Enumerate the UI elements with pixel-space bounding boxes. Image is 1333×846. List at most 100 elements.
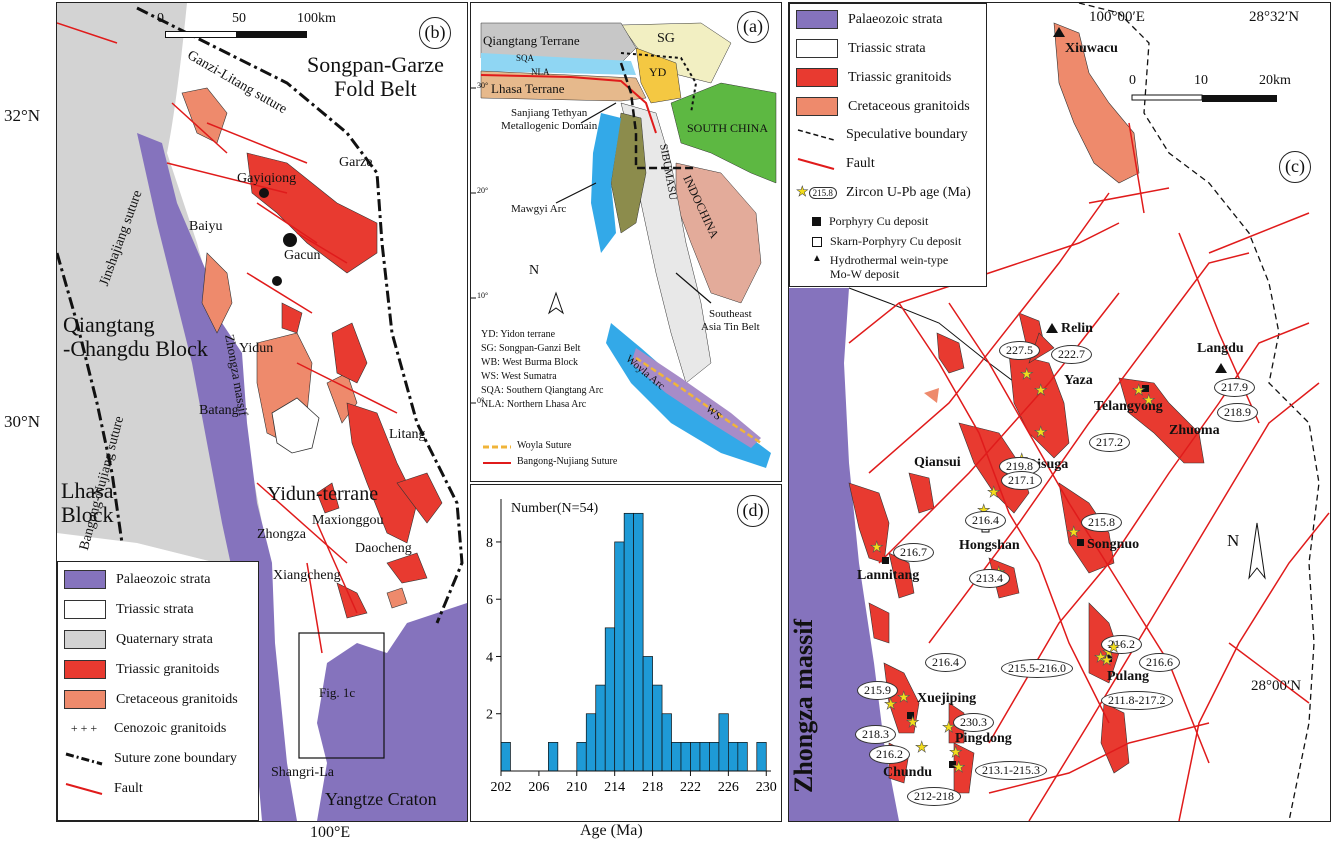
place-batang: Batang — [199, 403, 239, 418]
age-label: 218.9 — [1217, 403, 1258, 422]
c-legend-speculative: Speculative boundary — [796, 126, 968, 143]
age-label: 217.1 — [1001, 471, 1042, 490]
zircon-star-icon: ★ — [952, 760, 966, 777]
c-legend-triassic-granitoids: Triassic granitoids — [796, 68, 951, 87]
zircon-star-icon: ★ — [1020, 367, 1034, 384]
age-label: 216.4 — [965, 511, 1006, 530]
dep-xiuwacu: Xiuwacu — [1065, 41, 1118, 56]
zircon-star-icon: ★ — [1132, 383, 1146, 400]
y-tick-label: 2 — [486, 708, 493, 723]
legend-cretaceous-granitoids: Cretaceous granitoids — [64, 690, 238, 709]
c-legend-porphyry: Porphyry Cu deposit — [796, 214, 928, 229]
x-tick-label: 218 — [642, 780, 663, 795]
zircon-star-icon: ★ — [1107, 640, 1121, 657]
place-xiangcheng: Xiangcheng — [273, 568, 341, 583]
place-daocheng: Daocheng — [355, 541, 412, 556]
x-tick-label: 210 — [566, 780, 587, 795]
panel-a-map: (a) Qiangtang Terrane SQA NLA Lhasa Terr… — [470, 2, 782, 482]
histogram-bar — [728, 742, 739, 772]
callout-tin-belt: Southeast Asia Tin Belt — [701, 308, 760, 333]
terrane-nla: NLA — [531, 67, 550, 77]
panel-a-svg — [471, 22, 777, 468]
place-litang: Litang — [389, 427, 426, 442]
age-label: 215.9 — [857, 681, 898, 700]
panel-a-label: (a) — [737, 11, 769, 43]
y-tick-label: 8 — [486, 536, 493, 551]
dep-relin: Relin — [1061, 321, 1093, 336]
dep-hongshan: Hongshan — [959, 538, 1020, 553]
histogram-bar — [737, 742, 748, 772]
panel-c-north: N — [1227, 531, 1240, 550]
scale-tick-50: 50 — [232, 11, 246, 26]
histogram-bar — [595, 684, 606, 772]
age-label: 216.4 — [925, 653, 966, 672]
abbr-nla: NLA: Northern Lhasa Arc — [481, 399, 587, 410]
zircon-star-icon: ★ — [906, 715, 920, 732]
zircon-star-icon: ★ — [1142, 393, 1156, 410]
histogram-bar — [633, 512, 644, 772]
age-label: 212-218 — [907, 787, 961, 806]
lat-tick-20: 20° — [477, 186, 489, 195]
age-label: 215.8 — [1081, 513, 1122, 532]
dep-songnuo: Songnuo — [1087, 537, 1140, 552]
place-zhongza: Zhongza — [257, 527, 306, 542]
histogram-bar — [661, 713, 672, 772]
terrane-yd: YD — [649, 65, 667, 79]
c-legend-fault: Fault — [796, 155, 875, 172]
c-legend-skarn: Skarn-Porphyry Cu deposit — [796, 234, 961, 249]
lat-tick-10: 10° — [477, 291, 489, 300]
scale-tick-100: 100km — [297, 11, 336, 26]
place-yidun: Yidun — [239, 341, 274, 356]
terrane-qiangtang: Qiangtang Terrane — [483, 33, 580, 48]
histogram-xlabel: Age (Ma) — [580, 822, 643, 839]
zircon-star-icon: ★ — [870, 540, 884, 557]
place-shangrila: Shangri-La — [271, 765, 334, 780]
zircon-star-icon: ★ — [949, 745, 963, 762]
histogram-bar — [756, 742, 767, 772]
zircon-star-icon: ★ — [897, 690, 911, 707]
panel-c-label: (c) — [1279, 151, 1311, 183]
terrane-lhasa: Lhasa Terrane — [491, 81, 565, 96]
histogram-bar — [642, 656, 653, 772]
age-label: 216.6 — [1139, 653, 1180, 672]
place-garze: Garze — [339, 155, 373, 170]
abbr-wb: WB: West Burma Block — [481, 357, 579, 368]
x-tick-label: 214 — [604, 780, 625, 795]
c-legend-cretaceous-granitoids: Cretaceous granitoids — [796, 97, 970, 116]
c-scale-10: 10 — [1194, 73, 1208, 88]
histogram-bar — [585, 713, 597, 772]
c-scale-0: 0 — [1129, 73, 1136, 88]
abbr-sg: SG: Songpan-Ganzi Belt — [481, 343, 581, 354]
histogram-bar — [576, 742, 587, 772]
coord-top-lon: 100°00′E — [1089, 9, 1145, 25]
coord-top-lat: 28°32′N — [1249, 9, 1300, 25]
age-label: 213.4 — [969, 569, 1010, 588]
dep-qiansui: Qiansui — [914, 455, 961, 470]
dep-yaza: Yaza — [1064, 373, 1093, 388]
panel-d-histogram: 202 206 210 214 218 222 226 230 2 4 6 8 (d) Number(… — [470, 484, 782, 822]
region-songpan: Songpan-Garze Fold Belt — [307, 52, 444, 101]
age-label: 218.3 — [855, 725, 896, 744]
lat-tick-30: 30° — [477, 81, 489, 90]
abbr-ws: WS: West Sumatra — [481, 371, 557, 382]
panel-c-svg — [789, 3, 1330, 821]
dep-langdu: Langdu — [1197, 341, 1244, 356]
place-baiyu: Baiyu — [189, 219, 223, 234]
legend-triassic-strata: Triassic strata — [64, 600, 194, 619]
scale-bar-black — [237, 31, 307, 38]
zircon-star-icon: ★ — [1034, 383, 1048, 400]
histogram-bar — [548, 742, 559, 772]
callout-mawgyi: Mawgyi Arc — [511, 203, 567, 215]
panel-c-legend: Palaeozoic strata Triassic strata Triass… — [789, 3, 987, 287]
y-tick-label: 4 — [486, 650, 493, 665]
region-yangtze: Yangtze Craton — [325, 789, 437, 809]
dep-pulang: Pulang — [1107, 669, 1150, 684]
histogram-bar — [623, 512, 634, 772]
dep-zhuoma: Zhuoma — [1169, 423, 1220, 438]
histogram-bar — [604, 627, 616, 772]
x-tick-label: 226 — [718, 780, 739, 795]
histogram-bar — [671, 742, 682, 772]
region-qiangtang: Qiangtang -Changdu Block — [63, 312, 208, 361]
legend-woyla-suture: Woyla Suture — [517, 440, 572, 451]
zircon-star-icon: ★ — [1094, 650, 1108, 667]
